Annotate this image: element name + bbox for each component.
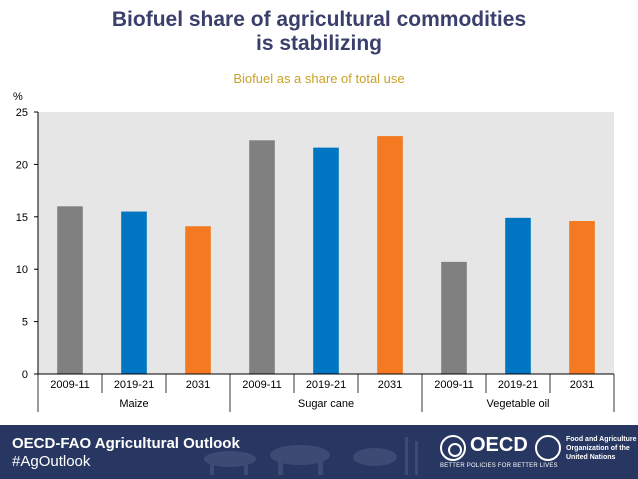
bar (121, 211, 147, 374)
x-tick-label: 2009-11 (50, 379, 90, 391)
footer-brand: OECD-FAO Agricultural Outlook (12, 435, 240, 452)
bars (57, 136, 595, 374)
y-axis: 0 5 10 15 20 25 (16, 107, 39, 381)
footer-branding: OECD-FAO Agricultural Outlook #AgOutlook (12, 435, 240, 471)
title-line-2: is stabilizing (255, 32, 383, 55)
bar (313, 147, 339, 374)
y-tick-label: 25 (16, 107, 28, 119)
x-tick-label: 2019-21 (306, 379, 346, 391)
fao-name-line-1: Food and Agriculture (566, 436, 637, 443)
chart-title: Biofuel share of agricultural commoditie… (0, 8, 638, 56)
fao-name-line-3: United Nations (566, 454, 616, 461)
bar (377, 136, 403, 374)
y-tick-label: 10 (16, 264, 28, 276)
y-tick-label: 0 (22, 369, 28, 381)
oecd-logo-icon (440, 435, 466, 461)
y-tick-label: 20 (16, 159, 28, 171)
fao-name-line-2: Organization of the (566, 445, 630, 452)
livestock-silhouettes-icon (204, 437, 418, 475)
bar (441, 261, 467, 374)
y-tick-label: 5 (22, 317, 28, 329)
x-tick-label: 2031 (186, 379, 210, 391)
x-tick-label: 2019-21 (498, 379, 538, 391)
bar (185, 226, 211, 374)
bar (505, 217, 531, 374)
x-tick-label: 2031 (378, 379, 402, 391)
group-label: Vegetable oil (487, 398, 550, 410)
x-tick-label: 2009-11 (242, 379, 282, 391)
bar (57, 206, 83, 374)
x-tick-label: 2019-21 (114, 379, 154, 391)
oecd-tagline: BETTER POLICIES FOR BETTER LIVES (440, 463, 558, 469)
fao-logo-icon (535, 435, 561, 461)
title-line-1: Biofuel share of agricultural commoditie… (111, 8, 527, 31)
y-tick-label: 15 (16, 212, 28, 224)
bar (249, 140, 275, 374)
x-axis: 2009-11 2019-21 2031 Maize 2009-11 2019-21 203… (37, 373, 615, 412)
chart-subtitle: Biofuel as a share of total use (233, 71, 405, 86)
fao-name: Food and Agriculture Organization of the… (566, 435, 637, 462)
bar (569, 220, 595, 374)
footer-banner: OECD-FAO Agricultural Outlook #AgOutlook… (0, 425, 638, 479)
oecd-name: OECD (470, 434, 528, 456)
x-tick-label: 2009-11 (434, 379, 474, 391)
group-label: Sugar cane (298, 398, 354, 410)
footer-hashtag: #AgOutlook (12, 453, 91, 470)
group-label: Maize (119, 398, 148, 410)
y-axis-unit-label: % (13, 91, 23, 103)
x-tick-label: 2031 (570, 379, 594, 391)
